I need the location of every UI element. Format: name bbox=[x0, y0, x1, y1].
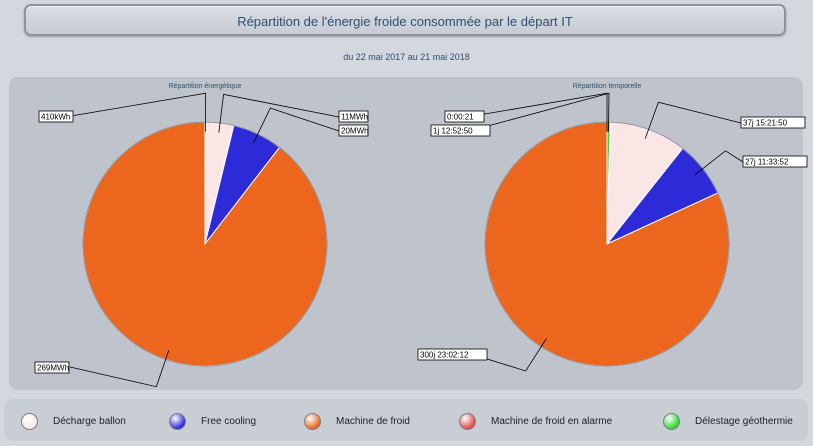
legend-item-delestage-geothermie: Délestage géothermie bbox=[663, 412, 793, 430]
pie-chart-1: 0:00:21 1j 12:52:50 37j 15:21:50 27j 11:33:… bbox=[417, 92, 808, 372]
data-label: 300j 23:02:12 bbox=[420, 351, 469, 360]
data-label-box bbox=[338, 124, 369, 137]
chart-title-time: Répartition temporelle bbox=[572, 83, 642, 90]
data-label-box bbox=[38, 110, 74, 123]
data-label: 20MWh bbox=[341, 127, 369, 136]
legend-dot-icon bbox=[663, 412, 680, 430]
data-label-box bbox=[742, 155, 808, 168]
data-label: 0:00:21 bbox=[447, 113, 474, 122]
legend-item-machine-de-froid: Machine de froid bbox=[304, 412, 410, 430]
pie-charts-svg: 410kWh 11MWh 20MWh 269MWh 0:00:21 1j 12:52:50… bbox=[34, 92, 808, 388]
leader-line bbox=[218, 93, 340, 133]
data-label-box bbox=[338, 110, 369, 123]
leader-line bbox=[253, 107, 340, 143]
leader-line bbox=[70, 92, 207, 132]
data-label-box bbox=[34, 361, 70, 374]
data-label: 37j 15:21:50 bbox=[743, 119, 788, 128]
chart-title-energy: Répartition énergétique bbox=[168, 83, 242, 90]
legend-dot-icon bbox=[21, 412, 38, 430]
data-label-box bbox=[444, 110, 485, 123]
pie-outline bbox=[82, 121, 328, 367]
leader-line bbox=[644, 101, 742, 139]
legend-label: Décharge ballon bbox=[53, 415, 126, 427]
leader-line bbox=[472, 92, 608, 132]
legend: Décharge ballon Free cooling Machine de … bbox=[4, 399, 808, 441]
legend-label: Délestage géothermie bbox=[695, 415, 793, 427]
legend-label: Machine de froid bbox=[336, 415, 410, 427]
page-title: Répartition de l'énergie froide consommé… bbox=[237, 14, 573, 29]
data-label-box bbox=[740, 116, 806, 129]
pie-chart-0: 410kWh 11MWh 20MWh 269MWh bbox=[34, 92, 369, 388]
data-label: 410kWh bbox=[41, 113, 70, 122]
period-label: du 22 mai 2017 au 21 mai 2018 bbox=[343, 52, 470, 62]
leader-line bbox=[470, 338, 547, 372]
leader-line bbox=[472, 92, 610, 132]
legend-dot-icon bbox=[459, 412, 476, 430]
legend-item-free-cooling: Free cooling bbox=[169, 412, 257, 430]
legend-item-machine-de-froid-alarme: Machine de froid en alarme bbox=[459, 412, 613, 430]
data-label: 27j 11:33:52 bbox=[745, 158, 789, 167]
legend-label: Free cooling bbox=[201, 415, 257, 427]
leader-line bbox=[694, 150, 744, 175]
legend-dot-icon bbox=[169, 412, 186, 430]
pie-slice bbox=[82, 121, 328, 367]
data-label: 11MWh bbox=[341, 113, 368, 122]
legend-item-decharge-ballon: Décharge ballon bbox=[21, 412, 126, 430]
data-label: 1j 12:52:50 bbox=[433, 127, 473, 136]
data-label: 269MWh bbox=[37, 364, 69, 373]
legend-label: Machine de froid en alarme bbox=[491, 415, 613, 427]
leader-line bbox=[69, 350, 170, 388]
legend-dot-icon bbox=[304, 412, 321, 430]
data-label-box bbox=[430, 124, 491, 137]
data-label-box bbox=[417, 348, 488, 361]
title-banner: Répartition de l'énergie froide consommé… bbox=[24, 4, 786, 36]
